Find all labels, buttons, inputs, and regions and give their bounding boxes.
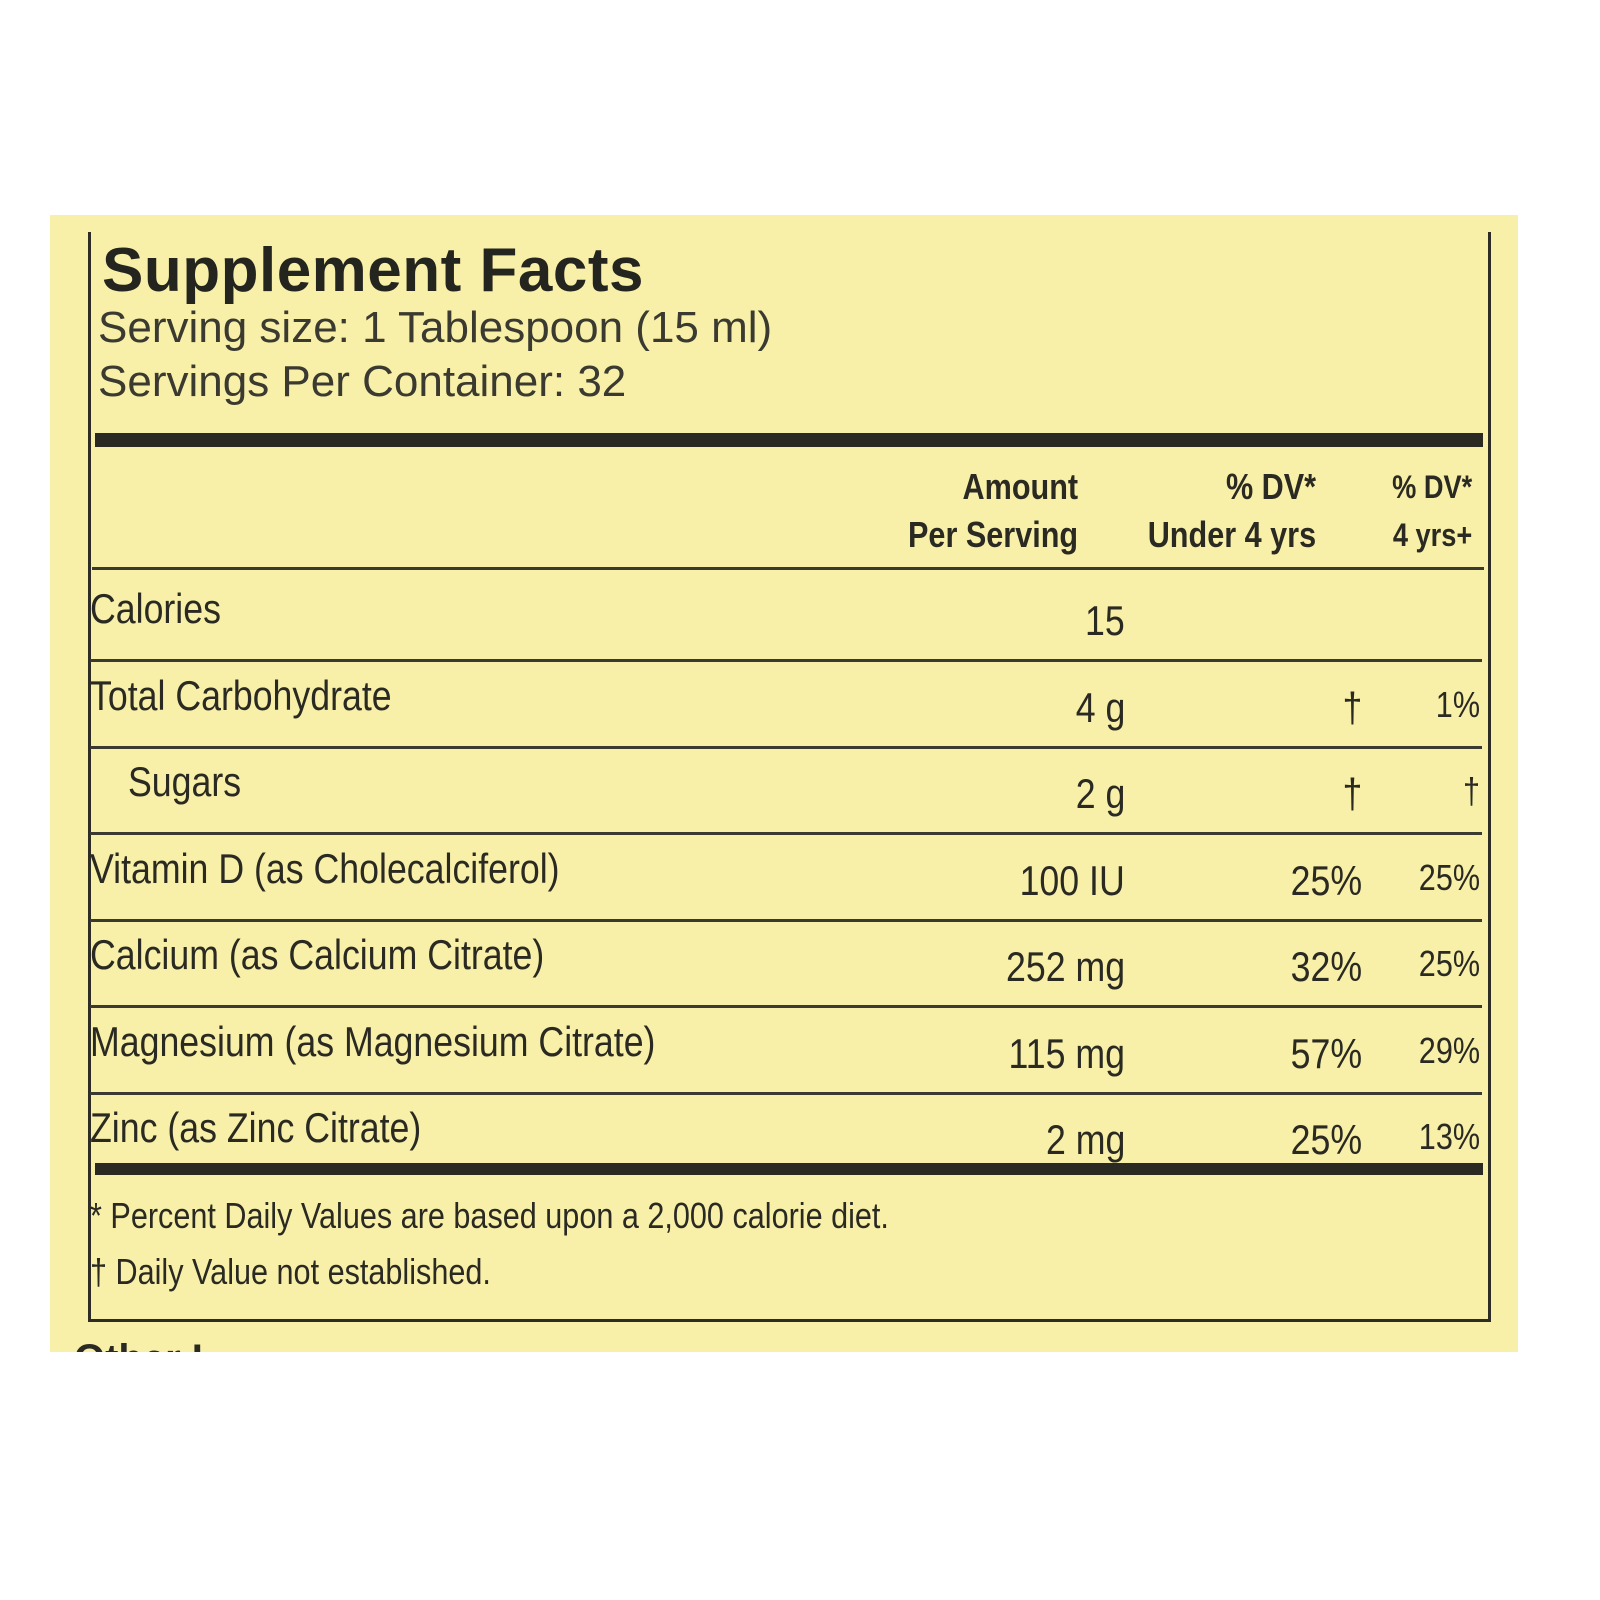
dv-under-4: 57% xyxy=(1290,1029,1362,1077)
amount-per-serving: 100 IU xyxy=(1019,856,1125,904)
divider xyxy=(90,659,1482,662)
serving-size: Serving size: 1 Tablespoon (15 ml) xyxy=(98,303,773,352)
nutrient-name: Vitamin D (as Cholecalciferol) xyxy=(90,844,560,892)
table-row: Zinc (as Zinc Citrate) 2 mg 25% 13% xyxy=(90,1094,1482,1180)
header-dv-under4: % DV* Under 4 yrs xyxy=(1148,463,1316,559)
header-dv-under4-line2: Under 4 yrs xyxy=(1147,514,1316,555)
dv-4-plus: 13% xyxy=(1418,1116,1480,1157)
table-row: Magnesium (as Magnesium Citrate) 115 mg 57… xyxy=(90,1008,1482,1095)
amount-per-serving: 115 mg xyxy=(1008,1029,1125,1077)
divider xyxy=(90,745,1482,749)
header-dv-4plus-line2: 4 yrs+ xyxy=(1392,517,1472,553)
dv-under-4: 25% xyxy=(1290,1116,1362,1163)
amount-per-serving: 2 mg xyxy=(1045,1116,1125,1163)
dv-4-plus: 25% xyxy=(1418,856,1480,898)
divider xyxy=(90,918,1482,922)
header-dv-4plus-line1: % DV* xyxy=(1391,469,1472,505)
nutrient-name: Zinc (as Zinc Citrate) xyxy=(90,1104,422,1151)
header-amount-line2: Per Serving xyxy=(907,514,1078,555)
table-row: Calories 15 xyxy=(90,575,1482,662)
amount-per-serving: 252 mg xyxy=(1005,943,1125,990)
divider xyxy=(90,1091,1482,1095)
table-row: Calcium (as Calcium Citrate) 252 mg 32% 25% xyxy=(90,921,1482,1008)
nutrient-name: Sugars xyxy=(128,758,242,805)
header-amount-line1: Amount xyxy=(962,466,1078,507)
dv-4-plus: 25% xyxy=(1418,943,1480,984)
amount-per-serving: 15 xyxy=(1085,597,1125,644)
table-row: Vitamin D (as Cholecalciferol) 100 IU 25% 2… xyxy=(90,835,1482,922)
footnote-dagger: † Daily Value not established. xyxy=(90,1251,491,1292)
dv-4-plus: 1% xyxy=(1435,683,1480,725)
table-row: Total Carbohydrate 4 g † 1% xyxy=(90,662,1482,749)
nutrient-name: Magnesium (as Magnesium Citrate) xyxy=(90,1017,656,1065)
supplement-facts-label: Supplement Facts Serving size: 1 Tablesp… xyxy=(50,215,1518,1352)
divider-thick xyxy=(95,433,1483,447)
dv-under-4: 25% xyxy=(1290,856,1362,904)
amount-per-serving: 4 g xyxy=(1075,683,1125,731)
nutrient-name: Calories xyxy=(90,585,221,632)
header-amount: Amount Per Serving xyxy=(908,463,1078,559)
divider xyxy=(90,832,1482,835)
label-border xyxy=(88,232,1491,1322)
divider xyxy=(90,1005,1482,1008)
divider xyxy=(92,567,1484,570)
divider-thick xyxy=(95,1163,1483,1175)
header-dv-4plus: % DV* 4 yrs+ xyxy=(1392,463,1472,559)
dv-under-4: † xyxy=(1342,683,1362,731)
cut-off-text: Other I xyxy=(74,1337,203,1352)
header-dv-under4-line1: % DV* xyxy=(1225,466,1316,507)
dv-4-plus: † xyxy=(1462,770,1480,811)
nutrient-name: Calcium (as Calcium Citrate) xyxy=(90,931,545,978)
dv-4-plus: 29% xyxy=(1418,1029,1480,1071)
dv-under-4: † xyxy=(1342,770,1362,817)
table-row: Sugars 2 g † † xyxy=(90,748,1482,835)
dv-under-4: 32% xyxy=(1290,943,1362,990)
amount-per-serving: 2 g xyxy=(1075,770,1125,817)
footnote-percent-dv: * Percent Daily Values are based upon a … xyxy=(90,1195,889,1236)
servings-per-container: Servings Per Container: 32 xyxy=(98,357,627,406)
label-title: Supplement Facts xyxy=(102,236,644,305)
nutrient-name: Total Carbohydrate xyxy=(90,671,392,719)
